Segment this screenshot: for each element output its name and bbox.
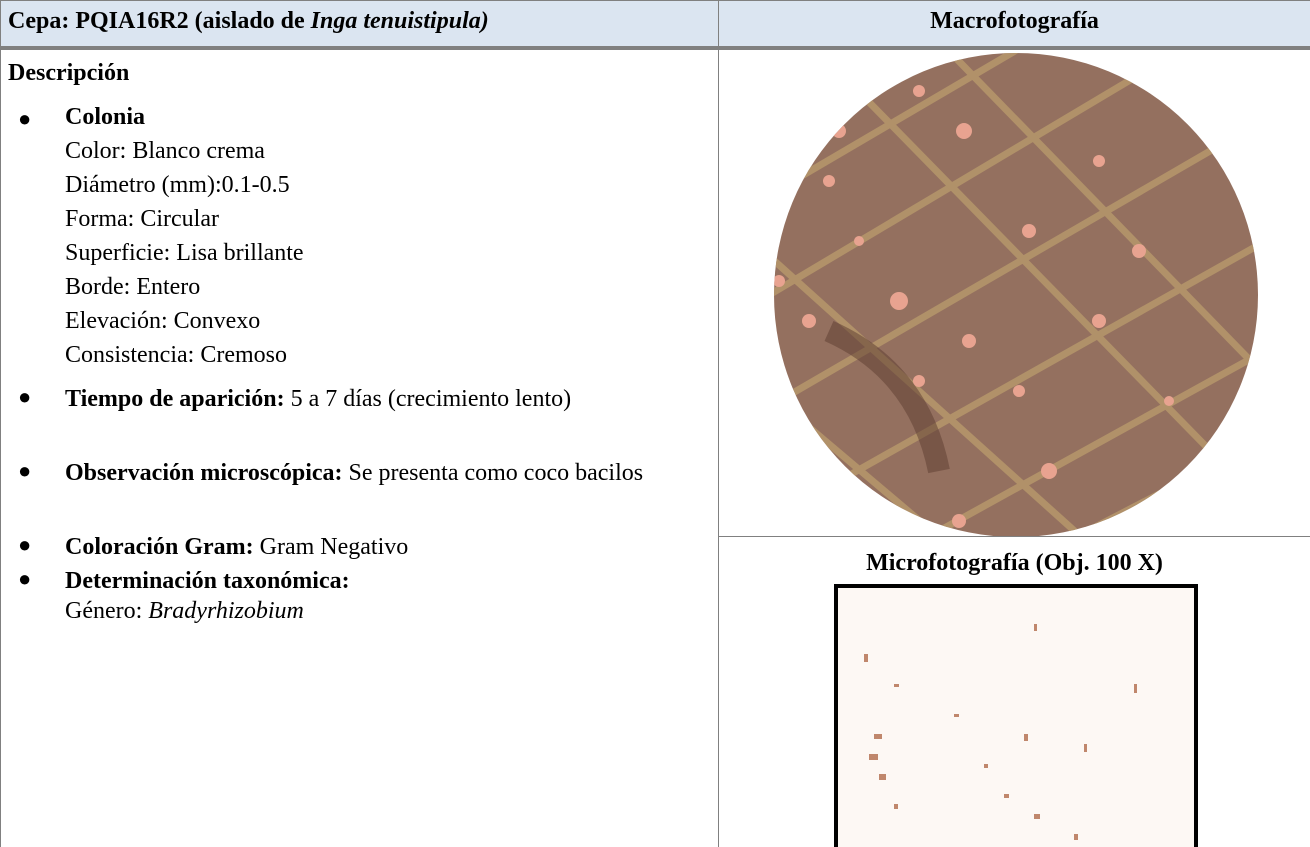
strain-host: Inga tenuistipula) bbox=[310, 8, 489, 34]
colony-title: Colonia bbox=[65, 104, 146, 130]
item: Tiempo de aparición: 5 a 7 días (crecimi… bbox=[65, 382, 685, 416]
strain-label: Cepa: PQIA16R2 (aislado de bbox=[8, 8, 305, 34]
colony-line: Color: Blanco crema bbox=[65, 138, 265, 164]
macro-photo bbox=[774, 53, 1258, 536]
colony-line: Elevación: Convexo bbox=[65, 308, 261, 334]
photo-title: Macrofotografía bbox=[930, 8, 1099, 34]
item-label: Coloración Gram: bbox=[65, 534, 254, 560]
item-text: Se presenta como coco bacilos bbox=[348, 460, 644, 486]
genus-label: Género: bbox=[65, 598, 143, 624]
item: Coloración Gram: Gram Negativo bbox=[65, 530, 685, 564]
colony-line: Borde: Entero bbox=[65, 274, 201, 300]
border bbox=[718, 536, 1310, 537]
micro-title: Microfotografía (Obj. 100 X) bbox=[866, 550, 1163, 576]
item-label: Tiempo de aparición: bbox=[65, 386, 285, 412]
colony-line: Diámetro (mm):0.1-0.5 bbox=[65, 172, 290, 198]
genus: Bradyrhizobium bbox=[148, 598, 304, 624]
micro-photo bbox=[834, 584, 1198, 847]
border bbox=[718, 0, 719, 847]
item-label: Observación microscópica: bbox=[65, 460, 343, 486]
item: Determinación taxonómica: bbox=[65, 564, 685, 598]
colony-line: Forma: Circular bbox=[65, 206, 219, 232]
bullet: ● bbox=[18, 566, 32, 591]
strain-title: Cepa: PQIA16R2 (aislado de Inga tenuisti… bbox=[8, 8, 489, 35]
bullet: ● bbox=[18, 458, 32, 483]
description-title: Descripción bbox=[8, 60, 130, 86]
genus-line: Género: Bradyrhizobium bbox=[65, 598, 304, 625]
bullet: ● bbox=[18, 106, 32, 131]
border bbox=[0, 0, 1, 847]
bullet: ● bbox=[18, 532, 32, 557]
item-label: Determinación taxonómica: bbox=[65, 568, 350, 594]
colony-line: Consistencia: Cremoso bbox=[65, 342, 287, 368]
item: Observación microscópica: Se presenta co… bbox=[65, 456, 685, 490]
item-text: Gram Negativo bbox=[259, 534, 409, 560]
header-row bbox=[0, 0, 1310, 50]
border bbox=[0, 0, 1310, 1]
colony-line: Superficie: Lisa brillante bbox=[65, 240, 304, 266]
bullet: ● bbox=[18, 384, 32, 409]
item-text: 5 a 7 días (crecimiento lento) bbox=[290, 386, 572, 412]
